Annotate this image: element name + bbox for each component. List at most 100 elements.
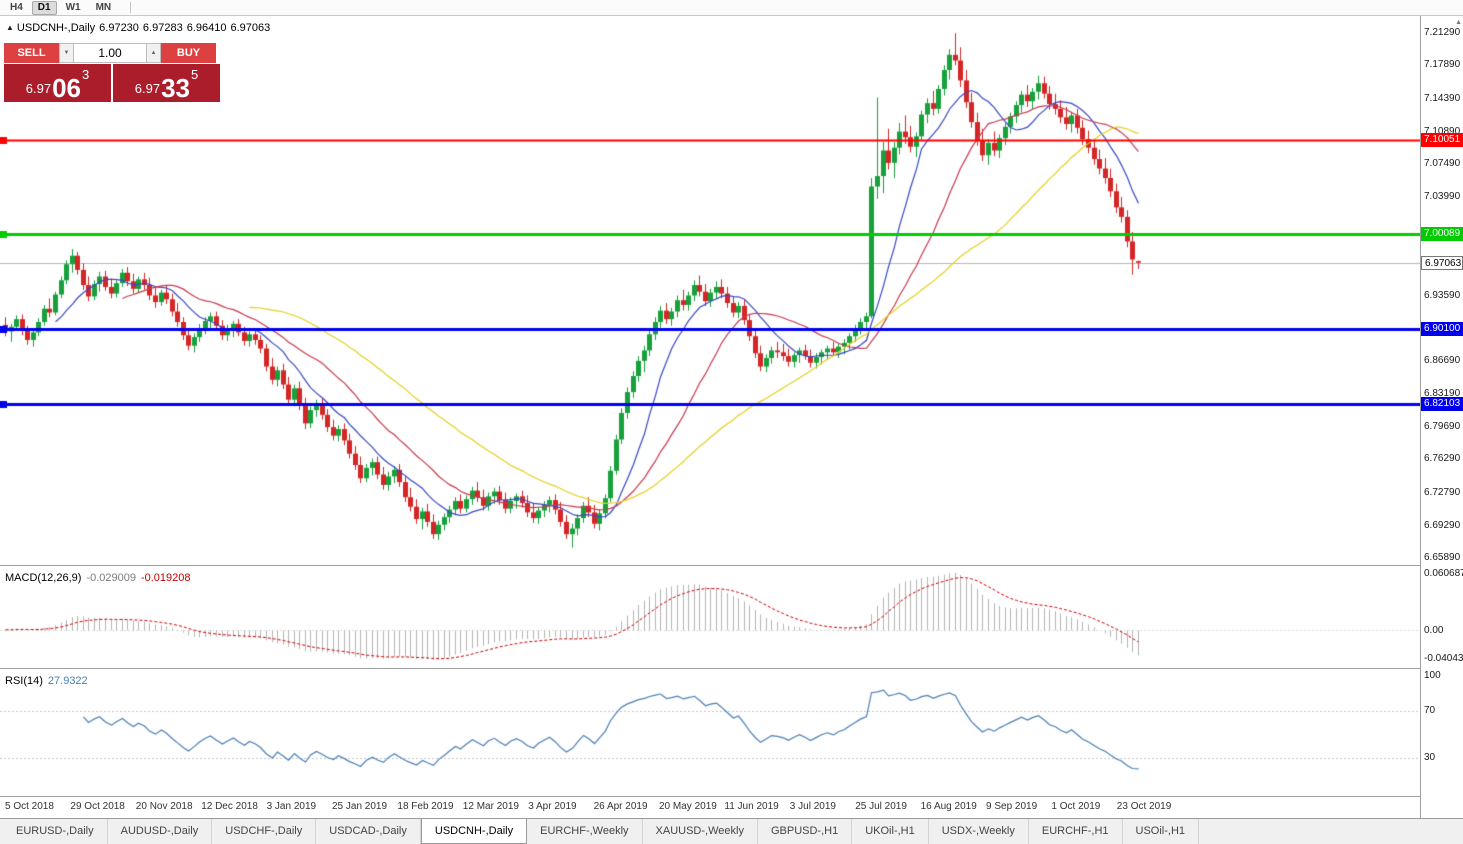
timeframe-h4-button[interactable]: H4 [4, 1, 29, 15]
price-tick-label: 6.79690 [1424, 421, 1461, 432]
timeframe-d1-button[interactable]: D1 [31, 0, 57, 15]
price-tick-label: 7.10890 [1424, 126, 1461, 137]
chart-tab-xauusd-weekly[interactable]: XAUUSD-,Weekly [643, 819, 758, 844]
price-tick-label: 7.03990 [1424, 191, 1461, 202]
chart-tab-usoil-h1[interactable]: USOil-,H1 [1123, 819, 1200, 844]
chart-tab-usdcnh-daily[interactable]: USDCNH-,Daily [420, 819, 528, 844]
price-tick-label: 6.86690 [1424, 355, 1461, 366]
volume-input[interactable] [74, 43, 146, 63]
current-price-badge: 6.97063 [1421, 256, 1463, 270]
sell-price-base: 6.97 [25, 81, 52, 96]
down-arrow-icon: ▼ [63, 50, 70, 56]
date-label: 5 Oct 2018 [5, 801, 54, 812]
date-label: 11 Jun 2019 [724, 801, 779, 812]
pane-separator [0, 565, 1463, 566]
collapse-arrow-icon[interactable]: ▲ [6, 23, 14, 32]
date-label: 16 Aug 2019 [920, 801, 977, 812]
date-label: 23 Oct 2019 [1116, 801, 1172, 812]
chart-ohlc-header: ▲ USDCNH-,Daily 6.97230 6.97283 6.96410 6.970… [6, 22, 274, 34]
date-label: 26 Apr 2019 [593, 801, 648, 812]
volume-increase-button[interactable]: ▲ [146, 43, 161, 63]
buy-price-big: 33 [161, 72, 190, 103]
sell-price-display[interactable]: 6.97 06 3 [4, 64, 111, 102]
chart-tab-eurchf-weekly[interactable]: EURCHF-,Weekly [527, 819, 643, 844]
price-tick-label: 7.21290 [1424, 27, 1461, 38]
chart-tab-bar: EURUSD-,Daily AUDUSD-,Daily USDCHF-,Daily U… [0, 818, 1463, 844]
date-label: 18 Feb 2019 [397, 801, 454, 812]
sell-price-sup: 3 [82, 67, 90, 82]
timeframe-toolbar: H4 D1 W1 MN [0, 0, 1463, 16]
date-label: 3 Jul 2019 [789, 801, 836, 812]
open-value: 6.97230 [99, 22, 139, 34]
symbol-label: USDCNH-,Daily [16, 22, 96, 34]
price-tick-label: 6.93590 [1424, 290, 1461, 301]
macd-axis-max-label: 0.060687 [1424, 568, 1463, 579]
chart-window: ▲ USDCNH-,Daily 6.97230 6.97283 6.96410 6.970… [0, 16, 1463, 818]
price-tick-label: 7.07490 [1424, 158, 1461, 169]
macd-axis-zero-label: 0.00 [1424, 625, 1444, 636]
price-line-badge: 7.00089 [1421, 227, 1463, 241]
up-arrow-icon: ▲ [150, 50, 157, 56]
price-tick-label: 6.65890 [1424, 552, 1461, 563]
rsi-indicator-label: RSI(14) 27.9322 [5, 675, 88, 687]
low-value: 6.96410 [186, 22, 227, 34]
chart-tab-usdx-weekly[interactable]: USDX-,Weekly [929, 819, 1029, 844]
rsi-level-label: 30 [1424, 752, 1436, 763]
price-tick-label: 6.72790 [1424, 487, 1461, 498]
trade-controls-row: SELL ▼ ▲ BUY [4, 43, 220, 63]
chart-tab-eurusd-daily[interactable]: EURUSD-,Daily [3, 819, 108, 844]
macd-axis-min-label: -0.040432 [1424, 653, 1463, 664]
date-label: 3 Jan 2019 [266, 801, 317, 812]
price-line-badge: 7.10051 [1421, 133, 1463, 147]
macd-signal-value: -0.019208 [140, 572, 191, 584]
volume-decrease-button[interactable]: ▼ [59, 43, 74, 63]
macd-indicator-label: MACD(12,26,9) -0.029009 -0.019208 [5, 572, 191, 584]
price-tick-label: 6.76290 [1424, 453, 1461, 464]
price-tick-label: 7.14390 [1424, 93, 1461, 104]
price-line-badge: 6.82103 [1421, 397, 1463, 411]
buy-price-base: 6.97 [134, 81, 161, 96]
rsi-title: RSI(14) [5, 675, 43, 687]
sell-button[interactable]: SELL [4, 43, 59, 63]
buy-price-display[interactable]: 6.97 33 5 [113, 64, 220, 102]
date-label: 9 Sep 2019 [986, 801, 1038, 812]
pane-separator [0, 668, 1463, 669]
high-value: 6.97283 [142, 22, 183, 34]
price-line-badge: 6.90100 [1421, 322, 1463, 336]
chart-tab-ukoil-h1[interactable]: UKOil-,H1 [852, 819, 929, 844]
chart-canvas[interactable] [0, 16, 1420, 796]
sell-price-big: 06 [52, 72, 81, 103]
chart-tab-gbpusd-h1[interactable]: GBPUSD-,H1 [758, 819, 853, 844]
rsi-value: 27.9322 [47, 675, 88, 687]
chart-tab-audusd-daily[interactable]: AUDUSD-,Daily [108, 819, 213, 844]
buy-price-sup: 5 [191, 67, 199, 82]
chart-tab-usdchf-daily[interactable]: USDCHF-,Daily [212, 819, 317, 844]
rsi-level-label: 70 [1424, 705, 1436, 716]
rsi-level-label: 100 [1424, 670, 1441, 681]
timeframe-mn-button[interactable]: MN [90, 1, 118, 15]
timeframe-w1-button[interactable]: W1 [60, 1, 87, 15]
trade-prices-row: 6.97 06 3 6.97 33 5 [4, 64, 220, 102]
time-axis[interactable]: 5 Oct 2018 29 Oct 2018 20 Nov 2018 12 Dec 2… [0, 797, 1420, 818]
date-label: 12 Dec 2018 [201, 801, 258, 812]
chart-tab-usdcad-daily[interactable]: USDCAD-,Daily [316, 819, 421, 844]
buy-button[interactable]: BUY [161, 43, 216, 63]
chart-tab-eurchf-h1[interactable]: EURCHF-,H1 [1029, 819, 1123, 844]
close-value: 6.97063 [230, 22, 271, 34]
pane-separator [0, 796, 1463, 797]
date-label: 25 Jan 2019 [332, 801, 388, 812]
date-label: 3 Apr 2019 [528, 801, 577, 812]
date-label: 12 Mar 2019 [462, 801, 519, 812]
price-tick-label: 6.69290 [1424, 520, 1461, 531]
scroll-up-icon[interactable]: ▲ [1455, 19, 1462, 26]
toolbar-separator [130, 2, 132, 13]
date-label: 1 Oct 2019 [1051, 801, 1101, 812]
date-label: 20 Nov 2018 [135, 801, 193, 812]
date-label: 20 May 2019 [659, 801, 717, 812]
price-axis[interactable]: ▲ 7.21290 7.17890 7.14390 7.10890 7.07490 7.0… [1420, 16, 1463, 818]
price-tick-label: 6.83190 [1424, 388, 1461, 399]
macd-title: MACD(12,26,9) [5, 572, 82, 584]
date-label: 25 Jul 2019 [855, 801, 907, 812]
